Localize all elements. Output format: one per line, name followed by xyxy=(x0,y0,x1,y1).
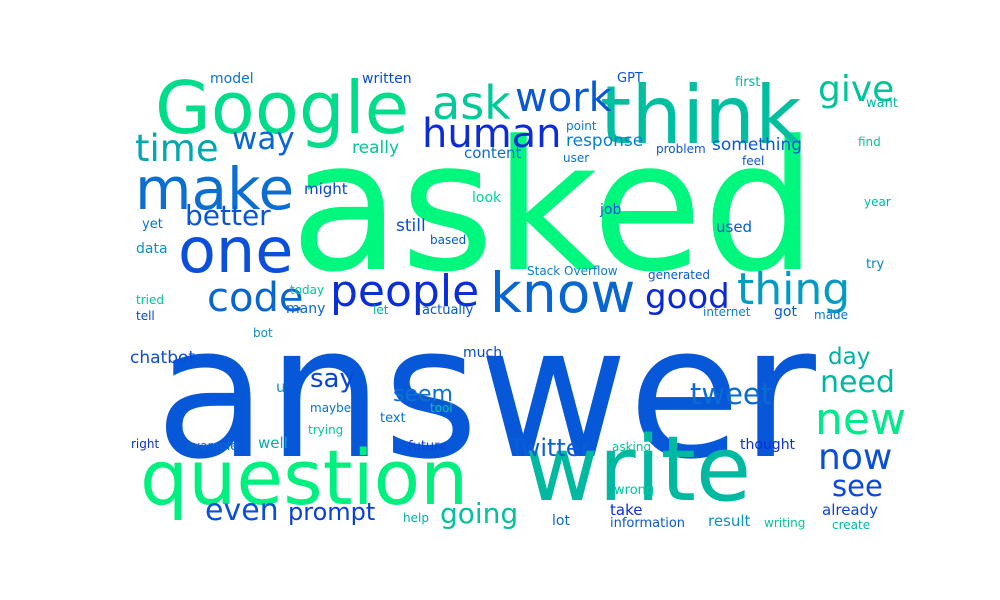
word-generated: generated xyxy=(648,268,710,282)
word-day: day xyxy=(828,344,871,370)
word-maybe: maybe xyxy=(310,401,352,415)
word-new: new xyxy=(815,394,906,445)
word-written: written xyxy=(362,71,412,87)
word-many: many xyxy=(286,301,326,317)
word-create: create xyxy=(832,518,871,532)
word-well: well xyxy=(258,434,288,452)
word-trying: trying xyxy=(308,423,344,437)
word-content: content xyxy=(464,144,522,162)
word-feel: feel xyxy=(742,154,765,168)
word-asking: asking xyxy=(612,440,652,454)
word-see: see xyxy=(832,469,883,503)
word-even: even xyxy=(205,493,279,528)
word-user: user xyxy=(563,151,590,165)
word-let: let xyxy=(373,303,389,317)
word-based: based xyxy=(430,233,467,247)
word-much: much xyxy=(463,345,503,361)
word-got: got xyxy=(774,304,797,320)
word-first: first xyxy=(735,75,761,90)
word-write: write xyxy=(525,417,752,522)
word-stack-overflow: Stack Overflow xyxy=(527,264,618,278)
word-made: made xyxy=(814,308,849,322)
word-good: good xyxy=(645,277,730,317)
word-code: code xyxy=(207,275,304,321)
word-wrong: wrong xyxy=(614,483,655,498)
word-right: right xyxy=(131,437,160,451)
word-give: give xyxy=(818,69,895,110)
word-ask: ask xyxy=(432,76,511,130)
word-now: now xyxy=(818,437,893,478)
word-yet: yet xyxy=(142,217,163,232)
word-point: point xyxy=(566,119,597,133)
word-information: information xyxy=(610,516,686,531)
word-try: try xyxy=(866,257,885,272)
word-time: time xyxy=(135,127,219,170)
word-writing: writing xyxy=(764,516,806,530)
word-gpt: GPT xyxy=(617,71,643,86)
word-text: text xyxy=(380,411,406,426)
word-response: response xyxy=(566,131,644,151)
word-take: take xyxy=(610,501,643,519)
word-result: result xyxy=(708,512,751,530)
word-going: going xyxy=(440,497,519,530)
word-say: say xyxy=(310,364,355,394)
word-twitter: Twitter xyxy=(510,434,591,462)
word-tried: tried xyxy=(136,293,164,307)
word-really: really xyxy=(352,138,399,158)
word-future: future xyxy=(408,439,448,454)
word-asked: asked xyxy=(290,103,817,312)
word-way: way xyxy=(232,121,295,157)
word-know: know xyxy=(490,261,636,325)
word-year: year xyxy=(864,195,891,209)
word-job: job xyxy=(600,202,622,218)
word-thing: thing xyxy=(737,264,851,315)
word-might: might xyxy=(304,180,348,198)
word-tool: tool xyxy=(430,401,453,415)
word-problem: problem xyxy=(656,142,706,156)
word-model: model xyxy=(210,71,254,87)
word-human: human xyxy=(422,111,562,157)
word-make: make xyxy=(135,155,295,223)
word-people: people xyxy=(330,266,480,317)
word-prompt: prompt xyxy=(288,498,376,526)
word-better: better xyxy=(185,199,271,232)
word-help: help xyxy=(403,511,429,525)
word-want: want xyxy=(866,96,898,111)
word-google: Google xyxy=(155,66,409,150)
word-question: question xyxy=(140,433,469,522)
word-used: used xyxy=(716,218,753,236)
word-one: one xyxy=(178,214,294,287)
word-chatbot: chatbot xyxy=(130,348,196,368)
word-look: look xyxy=(472,190,502,206)
word-need: need xyxy=(820,365,895,400)
word-still: still xyxy=(396,216,426,236)
word-data: data xyxy=(136,241,168,257)
word-find: find xyxy=(858,135,881,149)
word-work: work xyxy=(515,75,612,121)
word-tweet: tweet xyxy=(690,377,773,411)
word-actually: actually xyxy=(422,303,474,318)
word-think: think xyxy=(600,69,802,162)
word-thought: thought xyxy=(740,437,796,453)
word-already: already xyxy=(822,501,879,519)
word-u: u xyxy=(276,378,286,396)
word-today: today xyxy=(290,283,325,297)
word-bot: bot xyxy=(253,326,273,340)
word-seem: seem xyxy=(393,382,453,407)
word-example: example xyxy=(186,439,238,453)
word-answer: answer xyxy=(155,287,816,500)
word-internet: internet xyxy=(703,305,751,319)
word-something: something xyxy=(712,135,803,155)
word-tell: tell xyxy=(136,309,155,323)
word-lot: lot xyxy=(552,513,570,529)
